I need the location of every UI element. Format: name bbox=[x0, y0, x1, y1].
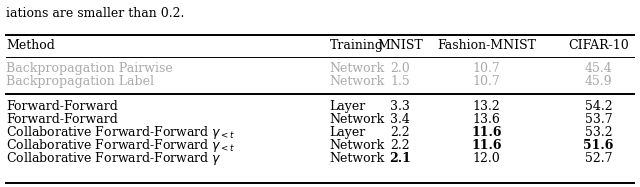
Text: 10.7: 10.7 bbox=[472, 75, 500, 88]
Text: MNIST: MNIST bbox=[377, 39, 423, 52]
Text: 13.2: 13.2 bbox=[472, 100, 500, 113]
Text: 51.6: 51.6 bbox=[583, 139, 614, 152]
Text: Training: Training bbox=[330, 39, 383, 52]
Text: 2.2: 2.2 bbox=[390, 139, 410, 152]
Text: Collaborative Forward-Forward $\gamma_{<t}$: Collaborative Forward-Forward $\gamma_{<… bbox=[6, 137, 236, 154]
Text: Network: Network bbox=[330, 62, 385, 75]
Text: Method: Method bbox=[6, 39, 55, 52]
Text: Layer: Layer bbox=[330, 126, 366, 139]
Text: 45.9: 45.9 bbox=[584, 75, 612, 88]
Text: Collaborative Forward-Forward $\gamma$: Collaborative Forward-Forward $\gamma$ bbox=[6, 151, 222, 167]
Text: 45.4: 45.4 bbox=[584, 62, 612, 75]
Text: 10.7: 10.7 bbox=[472, 62, 500, 75]
Text: Collaborative Forward-Forward $\gamma_{<t}$: Collaborative Forward-Forward $\gamma_{<… bbox=[6, 124, 236, 141]
Text: 52.7: 52.7 bbox=[585, 152, 612, 165]
Text: Network: Network bbox=[330, 75, 385, 88]
Text: Fashion-MNIST: Fashion-MNIST bbox=[437, 39, 536, 52]
Text: 3.4: 3.4 bbox=[390, 113, 410, 126]
Text: Backpropagation Pairwise: Backpropagation Pairwise bbox=[6, 62, 173, 75]
Text: 3.3: 3.3 bbox=[390, 100, 410, 113]
Text: Layer: Layer bbox=[330, 100, 366, 113]
Text: Forward-Forward: Forward-Forward bbox=[6, 113, 118, 126]
Text: 53.2: 53.2 bbox=[584, 126, 612, 139]
Text: 53.7: 53.7 bbox=[584, 113, 612, 126]
Text: 13.6: 13.6 bbox=[472, 113, 500, 126]
Text: 2.2: 2.2 bbox=[390, 126, 410, 139]
Text: 12.0: 12.0 bbox=[472, 152, 500, 165]
Text: 2.1: 2.1 bbox=[389, 152, 411, 165]
Text: 54.2: 54.2 bbox=[584, 100, 612, 113]
Text: 2.0: 2.0 bbox=[390, 62, 410, 75]
Text: 11.6: 11.6 bbox=[471, 126, 502, 139]
Text: Forward-Forward: Forward-Forward bbox=[6, 100, 118, 113]
Text: Network: Network bbox=[330, 113, 385, 126]
Text: 11.6: 11.6 bbox=[471, 139, 502, 152]
Text: Network: Network bbox=[330, 139, 385, 152]
Text: Backpropagation Label: Backpropagation Label bbox=[6, 75, 154, 88]
Text: CIFAR-10: CIFAR-10 bbox=[568, 39, 628, 52]
Text: Network: Network bbox=[330, 152, 385, 165]
Text: 1.5: 1.5 bbox=[390, 75, 410, 88]
Text: iations are smaller than 0.2.: iations are smaller than 0.2. bbox=[6, 7, 185, 21]
